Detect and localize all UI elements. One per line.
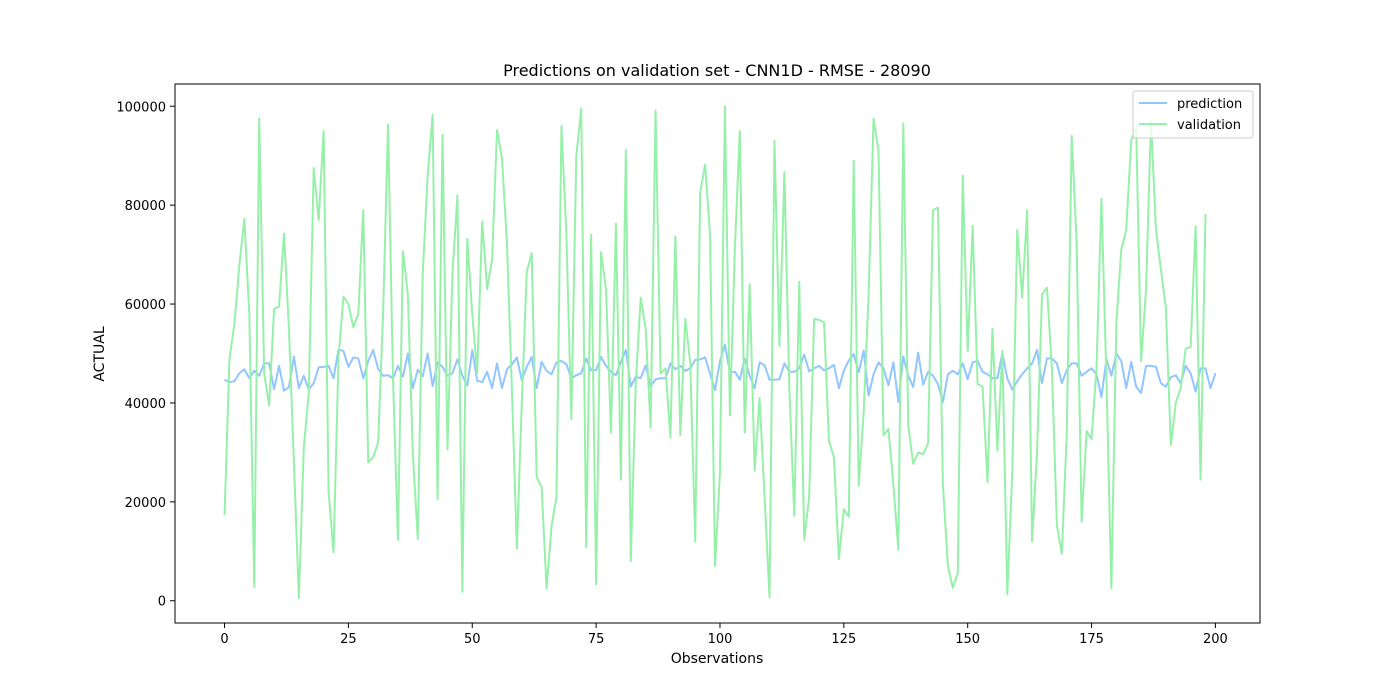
x-tick-label: 50 bbox=[464, 632, 481, 647]
legend-label-validation: validation bbox=[1177, 118, 1241, 133]
y-tick-label: 100000 bbox=[116, 100, 166, 115]
legend: prediction validation bbox=[1132, 90, 1254, 139]
series-line-validation bbox=[223, 105, 1207, 600]
series-layer bbox=[223, 105, 1217, 600]
x-tick-label: 175 bbox=[1079, 632, 1104, 647]
x-tick-label: 200 bbox=[1203, 632, 1228, 647]
x-tick-label: 75 bbox=[588, 632, 605, 647]
series-line-prediction bbox=[224, 343, 1217, 403]
y-axis-ticks: 0 20000 40000 60000 80000 100000 bbox=[116, 100, 175, 610]
plot-frame bbox=[174, 83, 1261, 624]
x-tick-label: 0 bbox=[220, 632, 228, 647]
y-tick-label: 20000 bbox=[125, 496, 166, 511]
x-tick-label: 100 bbox=[708, 632, 733, 647]
y-tick-label: 60000 bbox=[125, 298, 166, 313]
y-tick-label: 40000 bbox=[125, 397, 166, 412]
x-tick-label: 125 bbox=[831, 632, 856, 647]
y-axis-label: ACTUAL bbox=[92, 326, 108, 381]
chart-title: Predictions on validation set - CNN1D - … bbox=[503, 61, 931, 80]
x-tick-label: 150 bbox=[955, 632, 980, 647]
x-tick-label: 25 bbox=[340, 632, 357, 647]
x-axis-label: Observations bbox=[671, 651, 764, 667]
x-axis-ticks: 0 25 50 75 100 125 150 175 200 bbox=[220, 623, 1228, 647]
legend-label-prediction: prediction bbox=[1177, 97, 1242, 112]
y-tick-label: 0 bbox=[158, 595, 166, 610]
y-tick-label: 80000 bbox=[125, 199, 166, 214]
